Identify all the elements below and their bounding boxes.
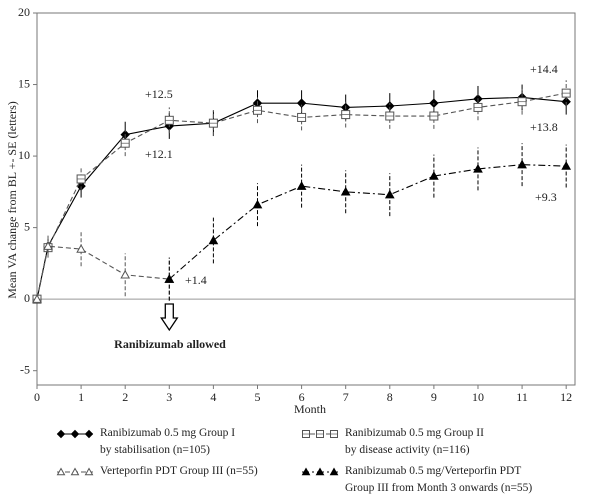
legend-marker	[302, 430, 338, 438]
series-line	[168, 164, 567, 280]
marker	[164, 274, 175, 283]
x-tick-label: 2	[122, 390, 128, 404]
x-tick-label: 11	[516, 390, 528, 404]
annotation: +12.5	[145, 87, 173, 101]
marker	[429, 171, 439, 180]
y-tick-label: 5	[24, 219, 30, 233]
x-tick-label: 4	[210, 390, 216, 404]
marker	[473, 163, 483, 173]
x-tick-label: 3	[166, 390, 172, 404]
x-tick-label: 7	[343, 390, 349, 404]
legend-label: Verteporfin PDT Group III (n=55)	[100, 465, 258, 477]
marker	[329, 467, 339, 476]
marker	[208, 235, 219, 245]
series-line	[36, 245, 170, 300]
arrow	[160, 303, 179, 332]
x-tick-label: 10	[472, 390, 484, 404]
x-tick-label: 0	[34, 390, 40, 404]
annotation: +13.8	[530, 120, 558, 134]
series-line	[36, 96, 567, 300]
x-tick-label: 9	[431, 390, 437, 404]
x-tick-label: 8	[387, 390, 393, 404]
series-line	[36, 92, 567, 300]
annotation: +9.3	[535, 190, 557, 204]
marker	[70, 429, 80, 439]
annotation: +12.1	[145, 147, 173, 161]
x-tick-label: 6	[299, 390, 305, 404]
annotation: Ranibizumab allowed	[114, 337, 226, 351]
marker	[296, 98, 307, 108]
marker	[296, 181, 307, 190]
marker	[301, 467, 311, 476]
y-tick-label: 10	[18, 148, 30, 162]
legend-marker	[56, 467, 94, 476]
marker	[517, 159, 527, 169]
annotation: +1.4	[185, 273, 207, 287]
x-tick-label: 5	[254, 390, 260, 404]
marker	[340, 186, 351, 196]
marker	[43, 241, 53, 250]
marker	[120, 269, 131, 279]
x-axis-label: Month	[294, 402, 326, 416]
y-tick-label: -5	[20, 362, 30, 376]
legend-marker	[56, 429, 94, 439]
marker	[76, 244, 86, 253]
marker	[561, 161, 572, 170]
plot-frame	[36, 12, 576, 386]
legend-marker	[301, 467, 339, 476]
marker	[84, 467, 94, 476]
y-tick-label: 20	[18, 5, 30, 19]
marker	[384, 189, 395, 199]
x-tick-label: 1	[78, 390, 84, 404]
marker	[315, 467, 325, 476]
marker	[56, 467, 66, 476]
y-tick-label: 0	[24, 291, 30, 305]
y-axis-label: Mean VA change from BL +- SE (letters)	[5, 101, 19, 299]
y-tick-label: 15	[18, 76, 30, 90]
marker	[84, 429, 94, 439]
marker	[70, 467, 80, 476]
legend-label: Ranibizumab 0.5 mg/Verteporfin PDT Group…	[345, 465, 533, 494]
marker	[252, 199, 263, 209]
annotation: +14.4	[530, 62, 558, 76]
x-tick-label: 12	[560, 390, 572, 404]
marker	[32, 294, 42, 303]
legend-label: Ranibizumab 0.5 mg Group II by disease a…	[345, 427, 484, 456]
marker	[56, 429, 66, 439]
legend-label: Ranibizumab 0.5 mg Group I by stabilisat…	[100, 427, 236, 456]
